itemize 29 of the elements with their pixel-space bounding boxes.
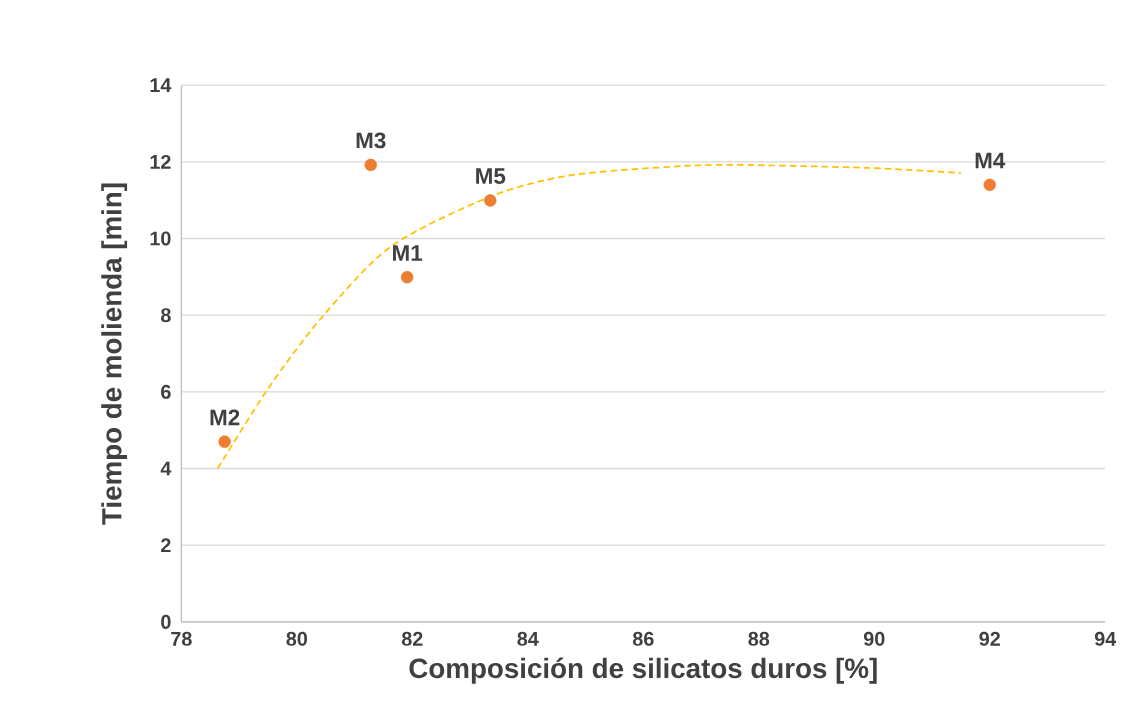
annotation: M3 <box>356 132 386 149</box>
y-tick-label: 10 <box>150 231 171 246</box>
x-tick-label: 80 <box>286 631 308 646</box>
annotation: M5 <box>476 168 506 185</box>
y-tick-label: 2 <box>161 538 171 553</box>
point <box>364 158 377 172</box>
y-tick-label: 12 <box>150 154 171 169</box>
annotation: M1 <box>393 245 423 261</box>
y-tick-label: 4 <box>160 461 172 476</box>
y-tick-label: 6 <box>161 384 171 399</box>
annotation: M2 <box>210 409 240 426</box>
x-tick-label: 92 <box>979 631 1000 646</box>
x-tick-label: 78 <box>171 631 192 646</box>
x-tick-label: 88 <box>748 631 770 646</box>
x-tick-label: 86 <box>632 631 654 646</box>
point <box>983 178 996 192</box>
y-tick-label: 0 <box>161 614 171 629</box>
point <box>400 271 414 284</box>
y-tick-label: 14 <box>150 78 172 92</box>
x-axis-title: Composición de silicatos duros [%] <box>409 657 877 684</box>
y-tick-label: 8 <box>161 308 171 323</box>
x-tick-label: 94 <box>1094 631 1117 646</box>
point <box>484 194 497 207</box>
x-tick-label: 82 <box>401 631 423 646</box>
annotation: M4 <box>975 152 1006 169</box>
y-axis-title: Tiempo de molienda [min] <box>101 183 128 525</box>
x-tick-label: 90 <box>863 631 885 646</box>
x-tick-label: 84 <box>517 631 539 646</box>
point <box>218 435 231 448</box>
